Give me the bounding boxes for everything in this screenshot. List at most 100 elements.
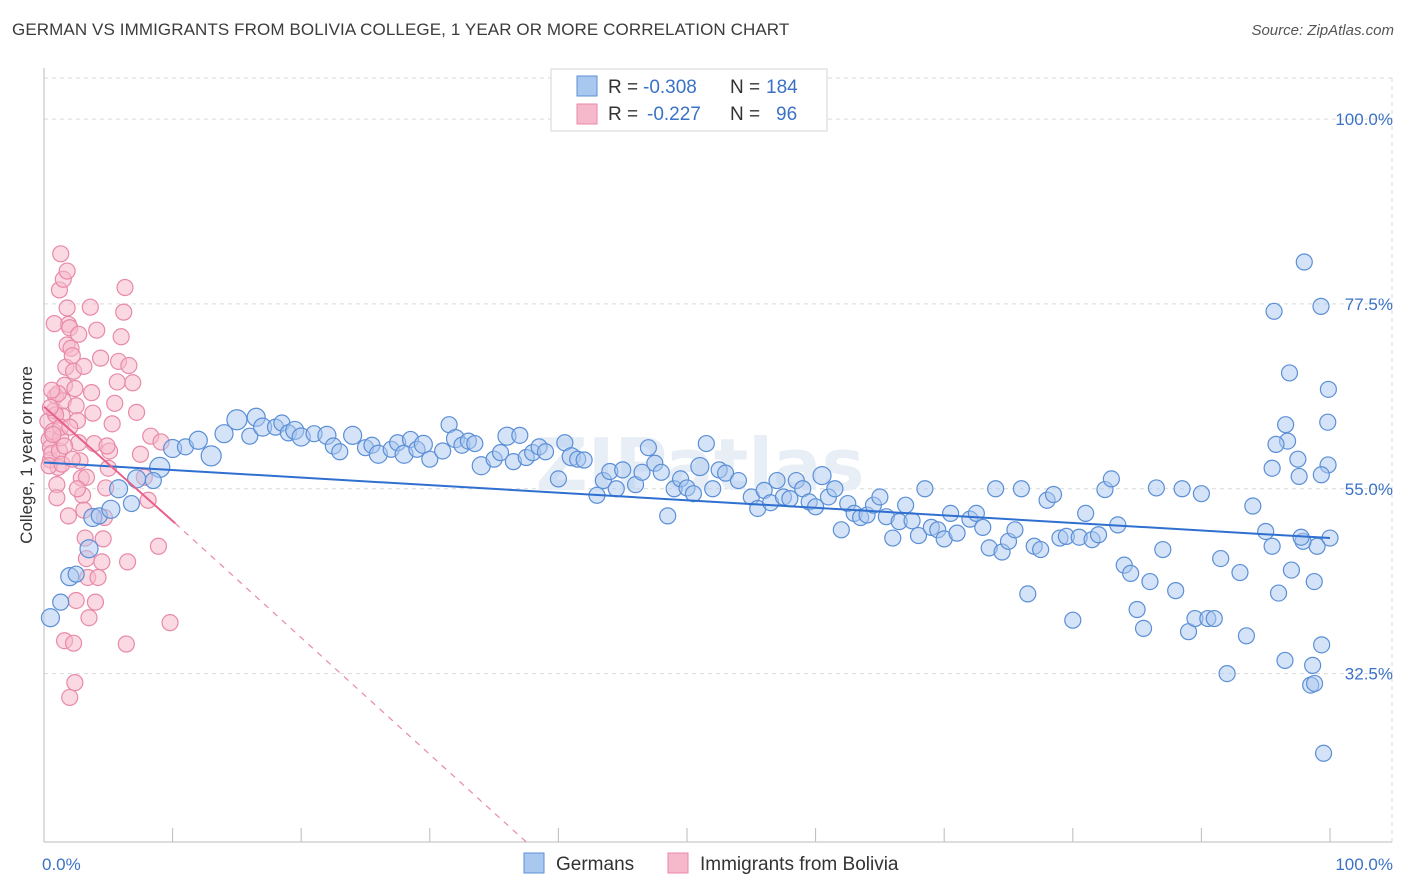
bolivia-point-43 bbox=[66, 674, 84, 692]
germans-point-175 bbox=[1312, 466, 1330, 484]
bolivia-point-61 bbox=[88, 321, 106, 339]
germans-point-83 bbox=[729, 471, 748, 490]
bolivia-point-57 bbox=[112, 328, 130, 346]
bottom-legend: Germans Immigrants from Bolivia bbox=[523, 852, 899, 875]
y-tick-label-0: 32.5% bbox=[1345, 665, 1393, 684]
bolivia-point-59 bbox=[116, 278, 134, 297]
bolivia-point-95 bbox=[58, 299, 76, 317]
germans-point-152 bbox=[1192, 485, 1211, 503]
germans-point-135 bbox=[1077, 504, 1095, 522]
germans-point-57 bbox=[536, 443, 555, 461]
legend-r-value-1: -0.308 bbox=[643, 77, 697, 98]
germans-point-125 bbox=[1012, 480, 1030, 498]
legend-n-value-2: 96 bbox=[776, 104, 797, 125]
germans-point-178 bbox=[1305, 674, 1324, 693]
germans-point-116 bbox=[948, 524, 966, 542]
germans-point-47 bbox=[466, 434, 484, 453]
bolivia-point-60 bbox=[91, 349, 110, 367]
bolivia-point-22 bbox=[52, 245, 70, 263]
germans-point-67 bbox=[614, 461, 632, 479]
bolivia-point-94 bbox=[70, 325, 88, 343]
germans-point-73 bbox=[659, 507, 677, 525]
germans-point-53 bbox=[511, 426, 529, 444]
bolivia-point-21 bbox=[58, 262, 76, 280]
bolivia-trend-line-extension bbox=[174, 522, 527, 843]
germans-point-8 bbox=[122, 494, 141, 513]
x-tick-label-1: 100.0% bbox=[1335, 855, 1393, 874]
bolivia-point-28 bbox=[67, 397, 85, 415]
legend-r-label-1: R = bbox=[608, 77, 638, 98]
germans-point-104 bbox=[871, 488, 889, 506]
germans-points bbox=[40, 253, 1339, 762]
germans-point-137 bbox=[1089, 526, 1108, 544]
germans-point-121 bbox=[987, 480, 1005, 498]
bottom-swatch-germans bbox=[523, 852, 545, 874]
germans-point-108 bbox=[897, 496, 915, 514]
germans-point-7 bbox=[101, 499, 121, 519]
top-legend: R = -0.308 N = 184 R = -0.227 N = 96 bbox=[550, 68, 828, 132]
germans-point-111 bbox=[916, 480, 934, 498]
germans-point-77 bbox=[684, 485, 703, 503]
bolivia-point-46 bbox=[89, 568, 107, 587]
germans-point-126 bbox=[1019, 585, 1037, 603]
germans-point-143 bbox=[1128, 600, 1146, 619]
bolivia-point-65 bbox=[124, 374, 142, 392]
bolivia-point-42 bbox=[61, 688, 79, 707]
germans-point-17 bbox=[214, 424, 234, 444]
germans-point-130 bbox=[1044, 485, 1063, 504]
bolivia-point-81 bbox=[61, 418, 79, 436]
bolivia-point-62 bbox=[81, 298, 99, 316]
germans-point-187 bbox=[1265, 302, 1283, 320]
germans-point-69 bbox=[633, 463, 651, 481]
bottom-swatch-bolivia bbox=[667, 852, 689, 874]
germans-point-183 bbox=[1280, 364, 1299, 382]
germans-point-164 bbox=[1282, 561, 1301, 579]
germans-point-88 bbox=[768, 471, 786, 490]
germans-point-19 bbox=[241, 427, 259, 445]
germans-point-176 bbox=[1313, 636, 1331, 654]
germans-point-128 bbox=[1032, 540, 1050, 559]
bolivia-point-70 bbox=[118, 553, 137, 571]
germans-point-4 bbox=[79, 539, 99, 559]
y-tick-label-2: 77.5% bbox=[1345, 295, 1393, 314]
bolivia-point-44 bbox=[80, 609, 98, 627]
bolivia-point-41 bbox=[64, 634, 83, 652]
germans-point-124 bbox=[1006, 521, 1024, 539]
bolivia-point-55 bbox=[108, 373, 126, 391]
germans-point-142 bbox=[1122, 564, 1140, 582]
germans-point-18 bbox=[226, 409, 248, 431]
germans-point-0 bbox=[40, 608, 61, 628]
bolivia-point-48 bbox=[94, 530, 112, 548]
germans-point-16 bbox=[200, 445, 222, 467]
bolivia-point-85 bbox=[44, 425, 62, 444]
legend-r-label-2: R = bbox=[608, 104, 638, 125]
y-tick-label-3: 100.0% bbox=[1335, 110, 1393, 129]
bolivia-point-58 bbox=[115, 303, 133, 321]
germans-point-109 bbox=[903, 512, 921, 530]
bolivia-point-27 bbox=[66, 379, 84, 398]
bolivia-point-77 bbox=[43, 381, 61, 399]
germans-point-78 bbox=[690, 456, 710, 477]
germans-point-95 bbox=[812, 466, 832, 486]
bolivia-point-54 bbox=[106, 394, 124, 412]
germans-point-157 bbox=[1231, 563, 1249, 582]
germans-point-15 bbox=[188, 430, 208, 450]
chart-source: Source: ZipAtlas.com bbox=[1251, 22, 1394, 39]
germans-point-9 bbox=[108, 479, 129, 499]
bolivia-point-45 bbox=[86, 593, 105, 611]
germans-point-119 bbox=[974, 518, 992, 536]
germans-point-3 bbox=[67, 565, 85, 583]
bolivia-point-74 bbox=[149, 537, 168, 555]
germans-point-171 bbox=[1319, 413, 1337, 431]
germans-point-188 bbox=[1263, 459, 1281, 477]
x-tick-label-0: 0.0% bbox=[42, 855, 81, 874]
germans-point-177 bbox=[1305, 572, 1323, 591]
germans-point-149 bbox=[1173, 480, 1191, 498]
germans-point-146 bbox=[1147, 479, 1165, 497]
bolivia-point-53 bbox=[103, 415, 121, 433]
germans-point-110 bbox=[909, 526, 928, 545]
bolivia-point-92 bbox=[41, 398, 60, 417]
chart-title: GERMAN VS IMMIGRANTS FROM BOLIVIA COLLEG… bbox=[12, 20, 790, 39]
germans-point-158 bbox=[1237, 627, 1256, 645]
